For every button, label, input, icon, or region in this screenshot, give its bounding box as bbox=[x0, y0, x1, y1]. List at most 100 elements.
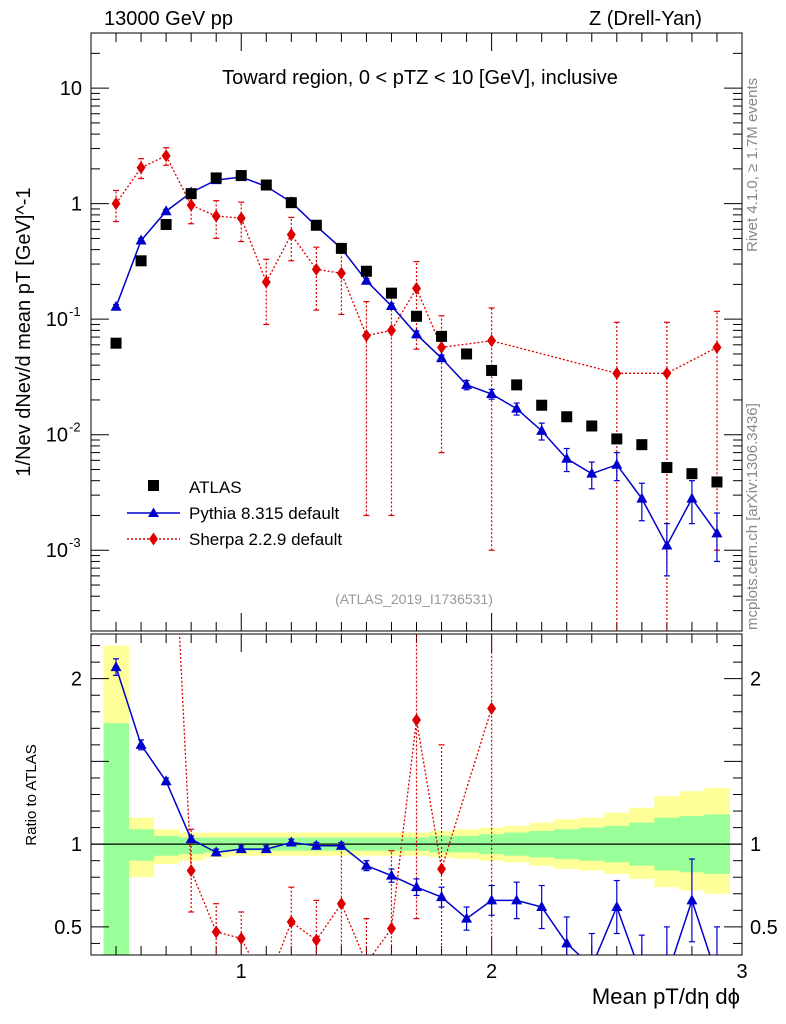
atlas-point bbox=[235, 170, 247, 182]
legend-sherpa-marker bbox=[149, 532, 158, 546]
atlas-point bbox=[661, 462, 673, 474]
atlas-point bbox=[711, 476, 723, 488]
pythia-ratio-point bbox=[636, 971, 647, 981]
ratio-y-tick-label: 2 bbox=[71, 669, 82, 691]
pythia-point bbox=[536, 424, 548, 435]
sherpa-point bbox=[662, 366, 672, 380]
sherpa-ratio-point bbox=[437, 862, 447, 876]
atlas-point bbox=[360, 265, 372, 277]
pythia-ratio-point bbox=[285, 836, 297, 847]
sherpa-point bbox=[712, 340, 722, 354]
pythia-ratio-point bbox=[335, 839, 347, 850]
legend-atlas-marker bbox=[148, 480, 159, 491]
sherpa-point bbox=[612, 366, 622, 380]
sherpa-point bbox=[136, 161, 146, 175]
pythia-ratio-point bbox=[360, 859, 372, 870]
legend-pythia-marker bbox=[148, 507, 159, 517]
pythia-point bbox=[160, 205, 172, 216]
legend-atlas-label: ATLAS bbox=[189, 478, 242, 497]
sherpa-ratio-point bbox=[311, 933, 321, 947]
ratio-y-tick-label: 0.5 bbox=[54, 917, 82, 939]
pythia-point bbox=[711, 527, 723, 538]
ratio-y-tick-label: 1 bbox=[71, 834, 82, 856]
pythia-ratio-point bbox=[185, 833, 197, 844]
y-tick-label-exponent: -3 bbox=[69, 535, 81, 550]
pythia-point bbox=[135, 234, 147, 245]
pythia-point bbox=[586, 467, 598, 478]
atlas-point bbox=[636, 439, 648, 451]
atlas-point bbox=[335, 242, 347, 254]
x-tick-label: 3 bbox=[736, 961, 747, 983]
sherpa-ratio-point bbox=[412, 713, 421, 727]
ratio-y-tick-label-right: 0.5 bbox=[750, 917, 778, 939]
atlas-point bbox=[411, 310, 422, 322]
atlas-point bbox=[185, 188, 197, 200]
analysis-watermark: (ATLAS_2019_I1736531) bbox=[335, 591, 493, 607]
main-y-axis-label: 1/Nev dNev/d mean pT [GeV]^-1 bbox=[13, 187, 35, 476]
pythia-ratio-point bbox=[486, 894, 498, 905]
sherpa-ratio-point bbox=[262, 980, 271, 993]
y-tick-label: 10 bbox=[46, 540, 68, 562]
pythia-ratio-point bbox=[611, 901, 623, 912]
x-tick-label: 1 bbox=[236, 961, 247, 983]
pythia-ratio-point bbox=[110, 661, 122, 672]
pythia-ratio-point bbox=[411, 881, 422, 892]
pythia-point bbox=[636, 492, 648, 503]
sherpa-point bbox=[487, 334, 497, 348]
main-plot-title: Toward region, 0 < pTZ < 10 [GeV], inclu… bbox=[222, 67, 618, 89]
atlas-point bbox=[461, 348, 473, 360]
header-process-label: Z (Drell-Yan) bbox=[589, 8, 702, 30]
pythia-ratio-point bbox=[661, 971, 672, 981]
sherpa-point bbox=[236, 211, 246, 225]
ratio-y-tick-label-right: 1 bbox=[750, 834, 761, 856]
pythia-point bbox=[360, 274, 372, 285]
sherpa-point bbox=[111, 197, 121, 211]
pythia-ratio-point bbox=[210, 846, 222, 857]
x-tick-label: 2 bbox=[486, 961, 497, 983]
sherpa-point bbox=[161, 149, 171, 163]
pythia-ratio-point bbox=[160, 775, 172, 786]
legend-sherpa-label: Sherpa 2.2.9 default bbox=[189, 530, 342, 549]
atlas-point bbox=[260, 179, 272, 191]
pythia-point bbox=[511, 402, 523, 413]
pythia-ratio-point bbox=[461, 912, 473, 923]
y-tick-label: 10 bbox=[60, 78, 82, 100]
sherpa-point bbox=[211, 209, 221, 223]
atlas-point bbox=[686, 468, 698, 480]
x-axis-label: Mean pT/dη dϕ bbox=[592, 984, 740, 1009]
pythia-point bbox=[661, 539, 673, 550]
legend: ATLAS Pythia 8.315 default Sherpa 2.2.9 … bbox=[127, 478, 342, 549]
pythia-point bbox=[461, 378, 473, 389]
atlas-point bbox=[611, 433, 623, 445]
pythia-ratio-point bbox=[536, 901, 548, 912]
atlas-point bbox=[561, 411, 573, 423]
atlas-point bbox=[135, 255, 147, 267]
sherpa-point bbox=[311, 262, 321, 276]
pythia-ratio-point bbox=[235, 843, 247, 854]
pythia-ratio-point bbox=[511, 894, 523, 905]
pythia-point bbox=[436, 352, 448, 363]
y-tick-label: 10 bbox=[46, 309, 68, 331]
ratio-uncertainty-band-inner bbox=[128, 829, 155, 861]
sherpa-ratio-point bbox=[362, 957, 371, 970]
sherpa-point bbox=[336, 266, 346, 280]
sherpa-ratio-point bbox=[286, 915, 296, 929]
pythia-point bbox=[385, 300, 397, 311]
atlas-point bbox=[486, 364, 498, 376]
atlas-point bbox=[110, 337, 122, 349]
ratio-uncertainty-band-inner bbox=[178, 837, 205, 855]
atlas-point bbox=[436, 330, 448, 342]
sherpa-point bbox=[286, 228, 296, 242]
ratio-y-tick-label-right: 2 bbox=[750, 669, 761, 691]
atlas-point bbox=[586, 420, 598, 432]
pythia-point bbox=[411, 328, 422, 339]
pythia-point bbox=[561, 452, 573, 463]
sherpa-ratio-point bbox=[211, 925, 221, 939]
y-tick-label: 1 bbox=[71, 194, 82, 216]
pythia-ratio-point bbox=[385, 869, 397, 880]
sherpa-ratio-point bbox=[162, 358, 171, 371]
y-tick-label-exponent: -1 bbox=[69, 304, 81, 319]
pythia-point bbox=[110, 300, 122, 311]
pythia-ratio-point bbox=[135, 738, 147, 749]
